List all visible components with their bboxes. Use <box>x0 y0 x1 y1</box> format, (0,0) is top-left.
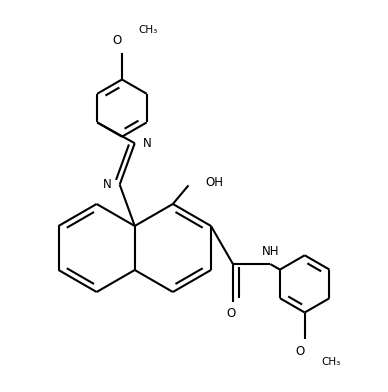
Text: CH₃: CH₃ <box>321 357 341 367</box>
Text: N: N <box>143 137 152 150</box>
Text: NH: NH <box>262 245 279 258</box>
Text: N: N <box>103 178 111 191</box>
Text: O: O <box>112 34 121 47</box>
Text: OH: OH <box>205 176 223 189</box>
Text: O: O <box>227 307 236 320</box>
Text: CH₃: CH₃ <box>139 25 158 35</box>
Text: O: O <box>295 345 304 358</box>
